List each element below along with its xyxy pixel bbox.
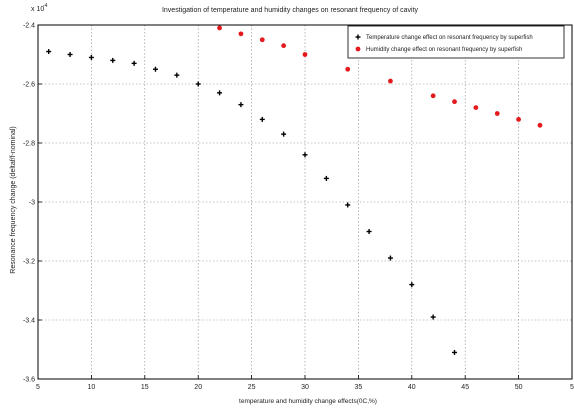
legend-symbol-humidity: [355, 46, 361, 52]
humidity-data-point: [452, 99, 457, 105]
x-tick-label: 5: [570, 384, 574, 391]
axis-ticks: 5 10 15 20 25 30 35 40 45 50 5 -2.4 -2.6 -2.8 -3 -3.2 -3…: [23, 23, 574, 392]
y-exponent-base: x 10: [31, 6, 44, 13]
x-tick-label: 15: [141, 384, 149, 391]
x-tick-label: 10: [88, 384, 96, 391]
y-tick-label: -3.4: [23, 318, 35, 325]
y-tick-label: -2.6: [23, 82, 35, 89]
y-tick-label: -3.2: [23, 259, 35, 266]
y-tick-label: -2.8: [23, 141, 35, 148]
legend-label-humidity: Humidity change effect on resonant frequ…: [366, 47, 522, 53]
x-tick-label: 30: [301, 384, 309, 391]
humidity-data-point: [516, 117, 521, 122]
data-points: [46, 25, 543, 355]
temperature-data-point: [67, 52, 73, 57]
temperature-data-point: [430, 314, 436, 320]
y-tick-label: -3.6: [23, 377, 35, 384]
temperature-data-point: [302, 152, 308, 158]
temperature-data-point: [281, 131, 287, 137]
temperature-data-point: [259, 116, 265, 122]
humidity-data-point: [388, 78, 393, 84]
temperature-data-point: [195, 81, 201, 87]
x-tick-label: 40: [408, 384, 416, 391]
temperature-data-point: [131, 60, 137, 66]
temperature-data-point: [387, 255, 393, 261]
y-tick-label: -3: [29, 200, 35, 207]
temperature-data-point: [409, 282, 415, 288]
humidity-data-point: [281, 43, 287, 49]
y-tick-label: -2.4: [23, 23, 35, 30]
temperature-data-point: [174, 72, 180, 78]
temperature-data-point: [152, 66, 158, 72]
temperature-data-point: [323, 175, 329, 181]
humidity-data-point: [537, 122, 543, 128]
humidity-data-point: [494, 111, 500, 116]
x-tick-label: 50: [515, 384, 523, 391]
x-axis-label: temperature and humidity change effects(…: [239, 398, 377, 405]
temperature-data-point: [46, 49, 52, 55]
x-tick-label: 35: [355, 384, 363, 391]
temperature-data-point: [452, 349, 458, 355]
temperature-data-point: [110, 57, 116, 63]
legend-label-temperature: Temperature change effect on resonant fr…: [366, 35, 533, 41]
y-axis-label: Resonance frequency change (deltaf/f-nom…: [10, 126, 17, 273]
humidity-data-point: [473, 105, 479, 110]
humidity-data-point: [259, 37, 265, 43]
x-tick-label: 25: [248, 384, 256, 391]
humidity-data-point: [238, 31, 244, 37]
legend-marker-humidity: [355, 46, 361, 52]
temperature-data-point: [238, 102, 244, 108]
humidity-data-point: [217, 25, 222, 31]
humidity-data-point: [430, 93, 436, 99]
temperature-data-point: [217, 90, 223, 96]
humidity-data-point: [345, 66, 351, 72]
x-tick-label: 20: [194, 384, 202, 391]
legend: Temperature change effect on resonant fr…: [347, 25, 565, 59]
x-tick-label: 45: [461, 384, 469, 391]
x-tick-label: 5: [36, 384, 40, 391]
temperature-data-point: [366, 229, 372, 234]
temperature-data-point: [345, 202, 351, 208]
humidity-data-point: [302, 52, 308, 57]
temperature-data-point: [88, 54, 94, 60]
grid: [38, 25, 572, 379]
legend-box: [347, 25, 565, 59]
legend-symbol-temperature: [355, 34, 361, 40]
y-exponent-power: -4: [43, 3, 48, 9]
legend-marker-temperature: [355, 34, 361, 40]
chart-title: Investigation of temperature and humidit…: [162, 7, 419, 14]
